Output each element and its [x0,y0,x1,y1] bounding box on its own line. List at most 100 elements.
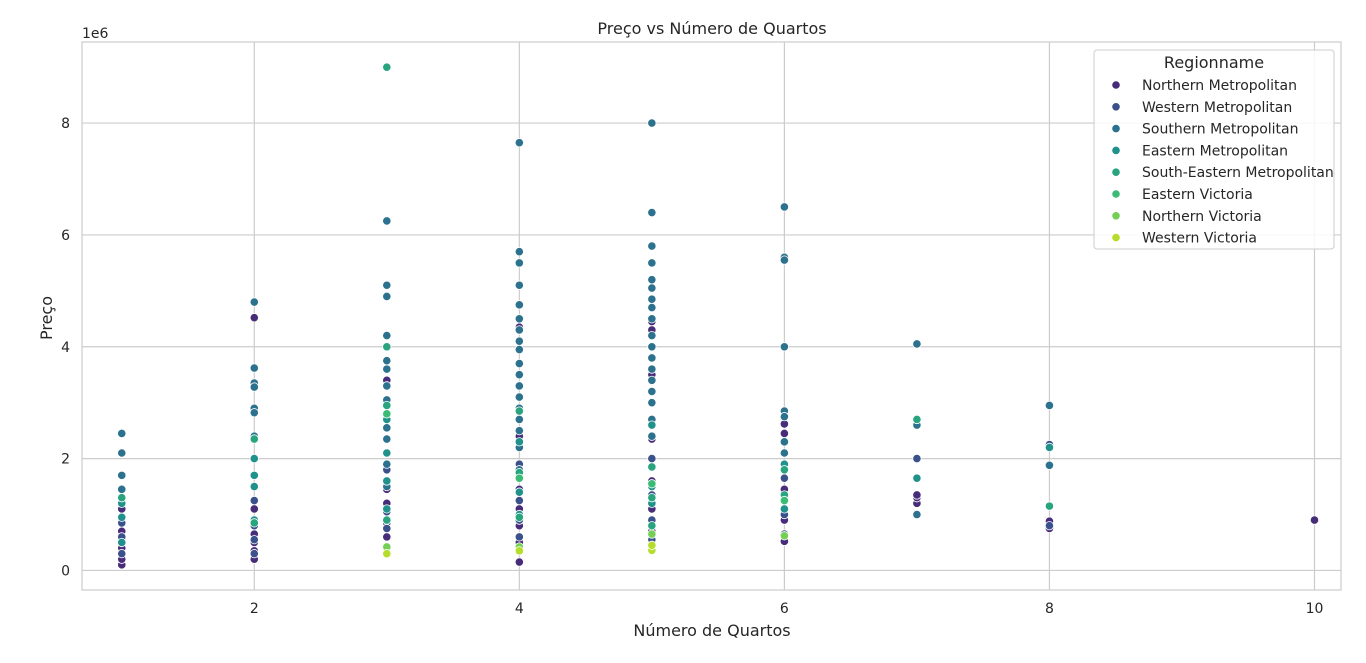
data-point [647,207,657,218]
data-point [647,364,657,374]
data-point [779,428,789,439]
data-point [249,434,259,444]
x-tick-label: 10 [1306,601,1324,617]
data-point [647,275,657,285]
data-point [514,247,524,257]
data-point [647,314,657,324]
series-points [117,118,1055,520]
plot-frame [81,41,1342,591]
data-point [647,118,657,128]
data-point [382,532,392,542]
data-point [514,258,524,268]
y-tick-label: 4 [61,340,70,356]
data-point [514,532,524,542]
legend: Regionname Northern Metropolitan Western … [1093,49,1335,250]
data-point [249,453,259,464]
data-point [249,549,259,559]
data-point [382,330,392,341]
data-point [382,523,392,534]
data-point [779,202,789,212]
data-point [779,255,789,265]
data-point [382,216,392,226]
legend-title: Regionname [1164,53,1264,72]
data-point [647,241,657,251]
y-axis-label: Preço [37,296,56,340]
data-point [647,493,657,503]
data-point [382,504,392,514]
y-axis-ticks: 0 2 4 6 8 [61,116,70,579]
data-point [779,465,789,475]
data-point [647,386,657,397]
legend-items: Northern Metropolitan Western Metropolita… [1111,78,1334,247]
data-point [382,364,392,374]
data-points [117,62,1320,570]
data-point [382,476,392,486]
data-point [514,370,524,380]
data-point [249,382,259,392]
legend-entry: South-Eastern Metropolitan [1142,165,1334,181]
data-point [117,512,127,522]
legend-marker [1111,124,1121,134]
data-point [514,473,524,483]
data-point [514,300,524,310]
data-point [514,392,524,402]
data-point [514,344,524,355]
data-point [1044,442,1055,453]
data-point [514,280,524,290]
data-point [382,381,392,391]
data-point [1044,521,1055,531]
data-point [382,356,392,366]
data-point [514,314,524,324]
data-point [647,479,657,489]
legend-marker [1111,80,1121,90]
data-point [647,258,657,268]
data-point [1309,515,1320,525]
legend-marker [1111,167,1121,177]
data-point [647,453,657,464]
data-point [514,406,524,416]
data-point [117,448,127,458]
data-point [647,342,657,352]
data-point [779,473,789,483]
data-point [1044,460,1055,470]
data-point [514,495,524,506]
y-tick-label: 8 [61,116,70,132]
legend-entry: Eastern Victoria [1142,187,1253,203]
data-point [647,462,657,472]
data-point [514,546,524,556]
data-point [514,138,524,148]
data-point [249,518,259,528]
data-point [382,62,392,72]
legend-marker [1111,102,1121,112]
data-point [514,325,524,335]
data-point [382,459,392,469]
legend-marker [1111,233,1121,243]
data-point [249,504,259,514]
data-point [779,531,789,541]
data-point [117,470,127,480]
data-point [117,549,127,559]
data-point [117,537,127,548]
data-point [912,414,922,425]
data-point [779,495,789,506]
data-point [647,294,657,304]
data-point [647,420,657,430]
data-point [647,529,657,539]
data-point [249,313,259,323]
data-point [1044,400,1055,411]
x-tick-label: 8 [1045,601,1054,617]
data-point [779,504,789,514]
legend-entry: Eastern Metropolitan [1142,143,1288,159]
data-point [912,453,922,464]
data-point [382,291,392,302]
data-point [779,437,789,447]
chart-title: Preço vs Número de Quartos [597,19,826,38]
data-point [647,353,657,363]
data-point [382,448,392,458]
legend-entry: Northern Metropolitan [1142,78,1297,94]
data-point [912,509,922,520]
data-point [382,549,392,559]
x-tick-label: 6 [780,601,789,617]
data-point [779,448,789,458]
